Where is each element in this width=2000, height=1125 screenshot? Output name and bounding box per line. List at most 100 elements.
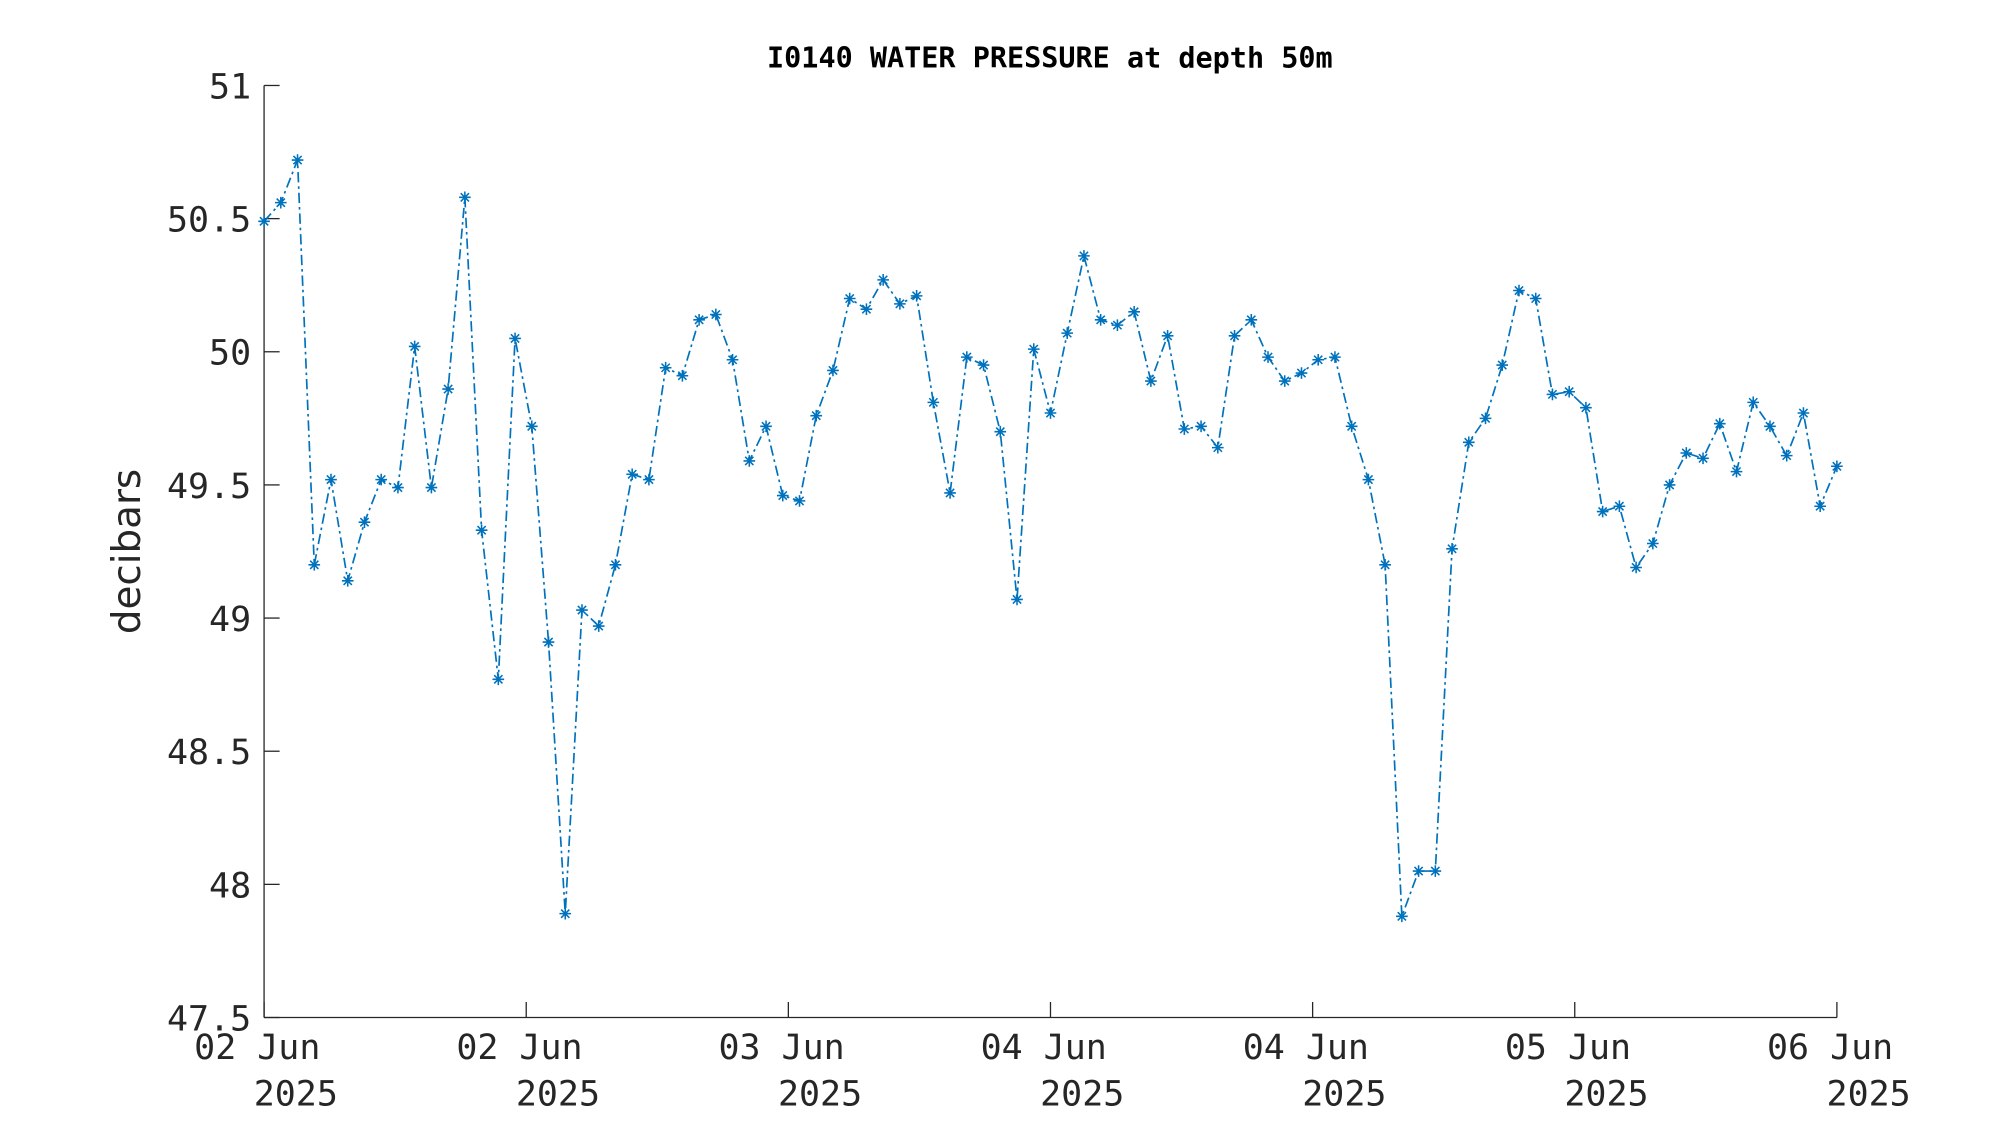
- chart-title: I0140 WATER PRESSURE at depth 50m: [767, 41, 1333, 74]
- marker: [693, 313, 705, 326]
- marker: [1161, 329, 1174, 342]
- marker: [827, 364, 839, 377]
- x-tick-label-line: 03 Jun: [718, 1028, 844, 1068]
- marker: [525, 420, 538, 433]
- marker: [1831, 460, 1843, 473]
- x-tick-label: 04 Jun 2025: [981, 1028, 1125, 1115]
- marker: [1044, 407, 1057, 419]
- marker: [1061, 327, 1074, 339]
- y-tick-label: 48.5: [167, 733, 251, 773]
- marker: [291, 154, 304, 166]
- marker: [375, 473, 388, 486]
- marker: [1462, 436, 1475, 449]
- marker: [1262, 351, 1274, 363]
- marker: [1630, 561, 1642, 574]
- y-tick-label: 51: [209, 67, 251, 107]
- y-tick-label: 49.5: [167, 467, 251, 507]
- x-tick-label-line: 2025: [516, 1075, 600, 1115]
- x-tick-label-line: 04 Jun: [1243, 1028, 1369, 1068]
- marker: [1429, 865, 1442, 877]
- x-tick-label: 04 Jun 2025: [1243, 1028, 1387, 1115]
- marker: [1663, 479, 1676, 491]
- marker: [1078, 250, 1090, 262]
- marker: [425, 481, 438, 494]
- marker: [442, 383, 454, 395]
- marker: [559, 907, 572, 920]
- marker: [1111, 319, 1124, 331]
- marker: [1563, 385, 1576, 398]
- marker: [960, 351, 973, 363]
- y-tick-label: 50.5: [167, 201, 251, 241]
- x-tick-label-line: 2025: [778, 1075, 862, 1115]
- marker: [1446, 543, 1458, 555]
- marker: [392, 481, 404, 494]
- marker: [509, 332, 521, 345]
- marker: [1412, 865, 1425, 877]
- marker: [1396, 910, 1408, 923]
- marker: [492, 673, 505, 686]
- marker: [1814, 500, 1826, 513]
- marker: [1178, 423, 1191, 435]
- marker: [1312, 353, 1325, 366]
- marker: [1747, 396, 1760, 409]
- marker: [793, 495, 806, 507]
- marker: [927, 396, 940, 409]
- x-tick-label-line: 2025: [1302, 1075, 1386, 1115]
- marker: [1211, 441, 1224, 454]
- marker: [776, 489, 789, 502]
- y-tick-label: 49: [209, 600, 251, 640]
- marker: [1479, 412, 1492, 425]
- marker: [726, 353, 739, 366]
- marker: [576, 604, 588, 616]
- marker: [1613, 500, 1626, 513]
- marker: [1195, 420, 1207, 433]
- marker: [274, 196, 287, 209]
- marker: [894, 298, 906, 310]
- marker: [325, 473, 337, 486]
- marker: [710, 308, 722, 321]
- marker: [1697, 452, 1709, 465]
- marker: [659, 361, 672, 374]
- marker: [1713, 417, 1726, 430]
- x-tick-label-line: 2025: [254, 1075, 338, 1115]
- data-line: [263, 159, 1838, 917]
- x-tick-label-line: 06 Jun: [1767, 1028, 1893, 1068]
- marker: [1295, 367, 1308, 379]
- marker: [1680, 447, 1693, 459]
- marker: [1379, 558, 1391, 571]
- marker: [1278, 375, 1291, 387]
- marker: [408, 340, 421, 353]
- marker: [1011, 593, 1023, 606]
- marker: [1228, 329, 1241, 342]
- marker: [1496, 359, 1509, 371]
- marker: [341, 574, 354, 587]
- marker: [358, 516, 371, 529]
- marker: [743, 455, 756, 467]
- marker: [542, 636, 555, 648]
- marker: [643, 473, 655, 486]
- marker: [1027, 343, 1040, 355]
- x-tick-label: 03 Jun 2025: [718, 1028, 862, 1115]
- marker: [760, 420, 772, 433]
- marker: [1345, 420, 1358, 433]
- x-tick-label: 02 Jun 2025: [194, 1028, 338, 1115]
- x-tick-label-line: 02 Jun: [456, 1028, 582, 1068]
- marker: [944, 487, 956, 499]
- marker: [1546, 388, 1559, 401]
- x-tick-label-line: 2025: [1564, 1075, 1648, 1115]
- marker: [1529, 292, 1542, 305]
- marker: [1094, 313, 1107, 326]
- marker: [626, 468, 639, 481]
- marker: [977, 359, 990, 371]
- marker: [1580, 401, 1592, 414]
- x-tick-label: 06 Jun 2025: [1767, 1028, 1911, 1115]
- marker: [1730, 465, 1743, 478]
- y-axis-label: decibars: [105, 469, 150, 634]
- marker: [810, 409, 823, 422]
- marker: [308, 558, 321, 571]
- marker: [1780, 449, 1793, 462]
- marker: [459, 191, 471, 204]
- marker: [994, 425, 1007, 438]
- marker: [592, 620, 605, 632]
